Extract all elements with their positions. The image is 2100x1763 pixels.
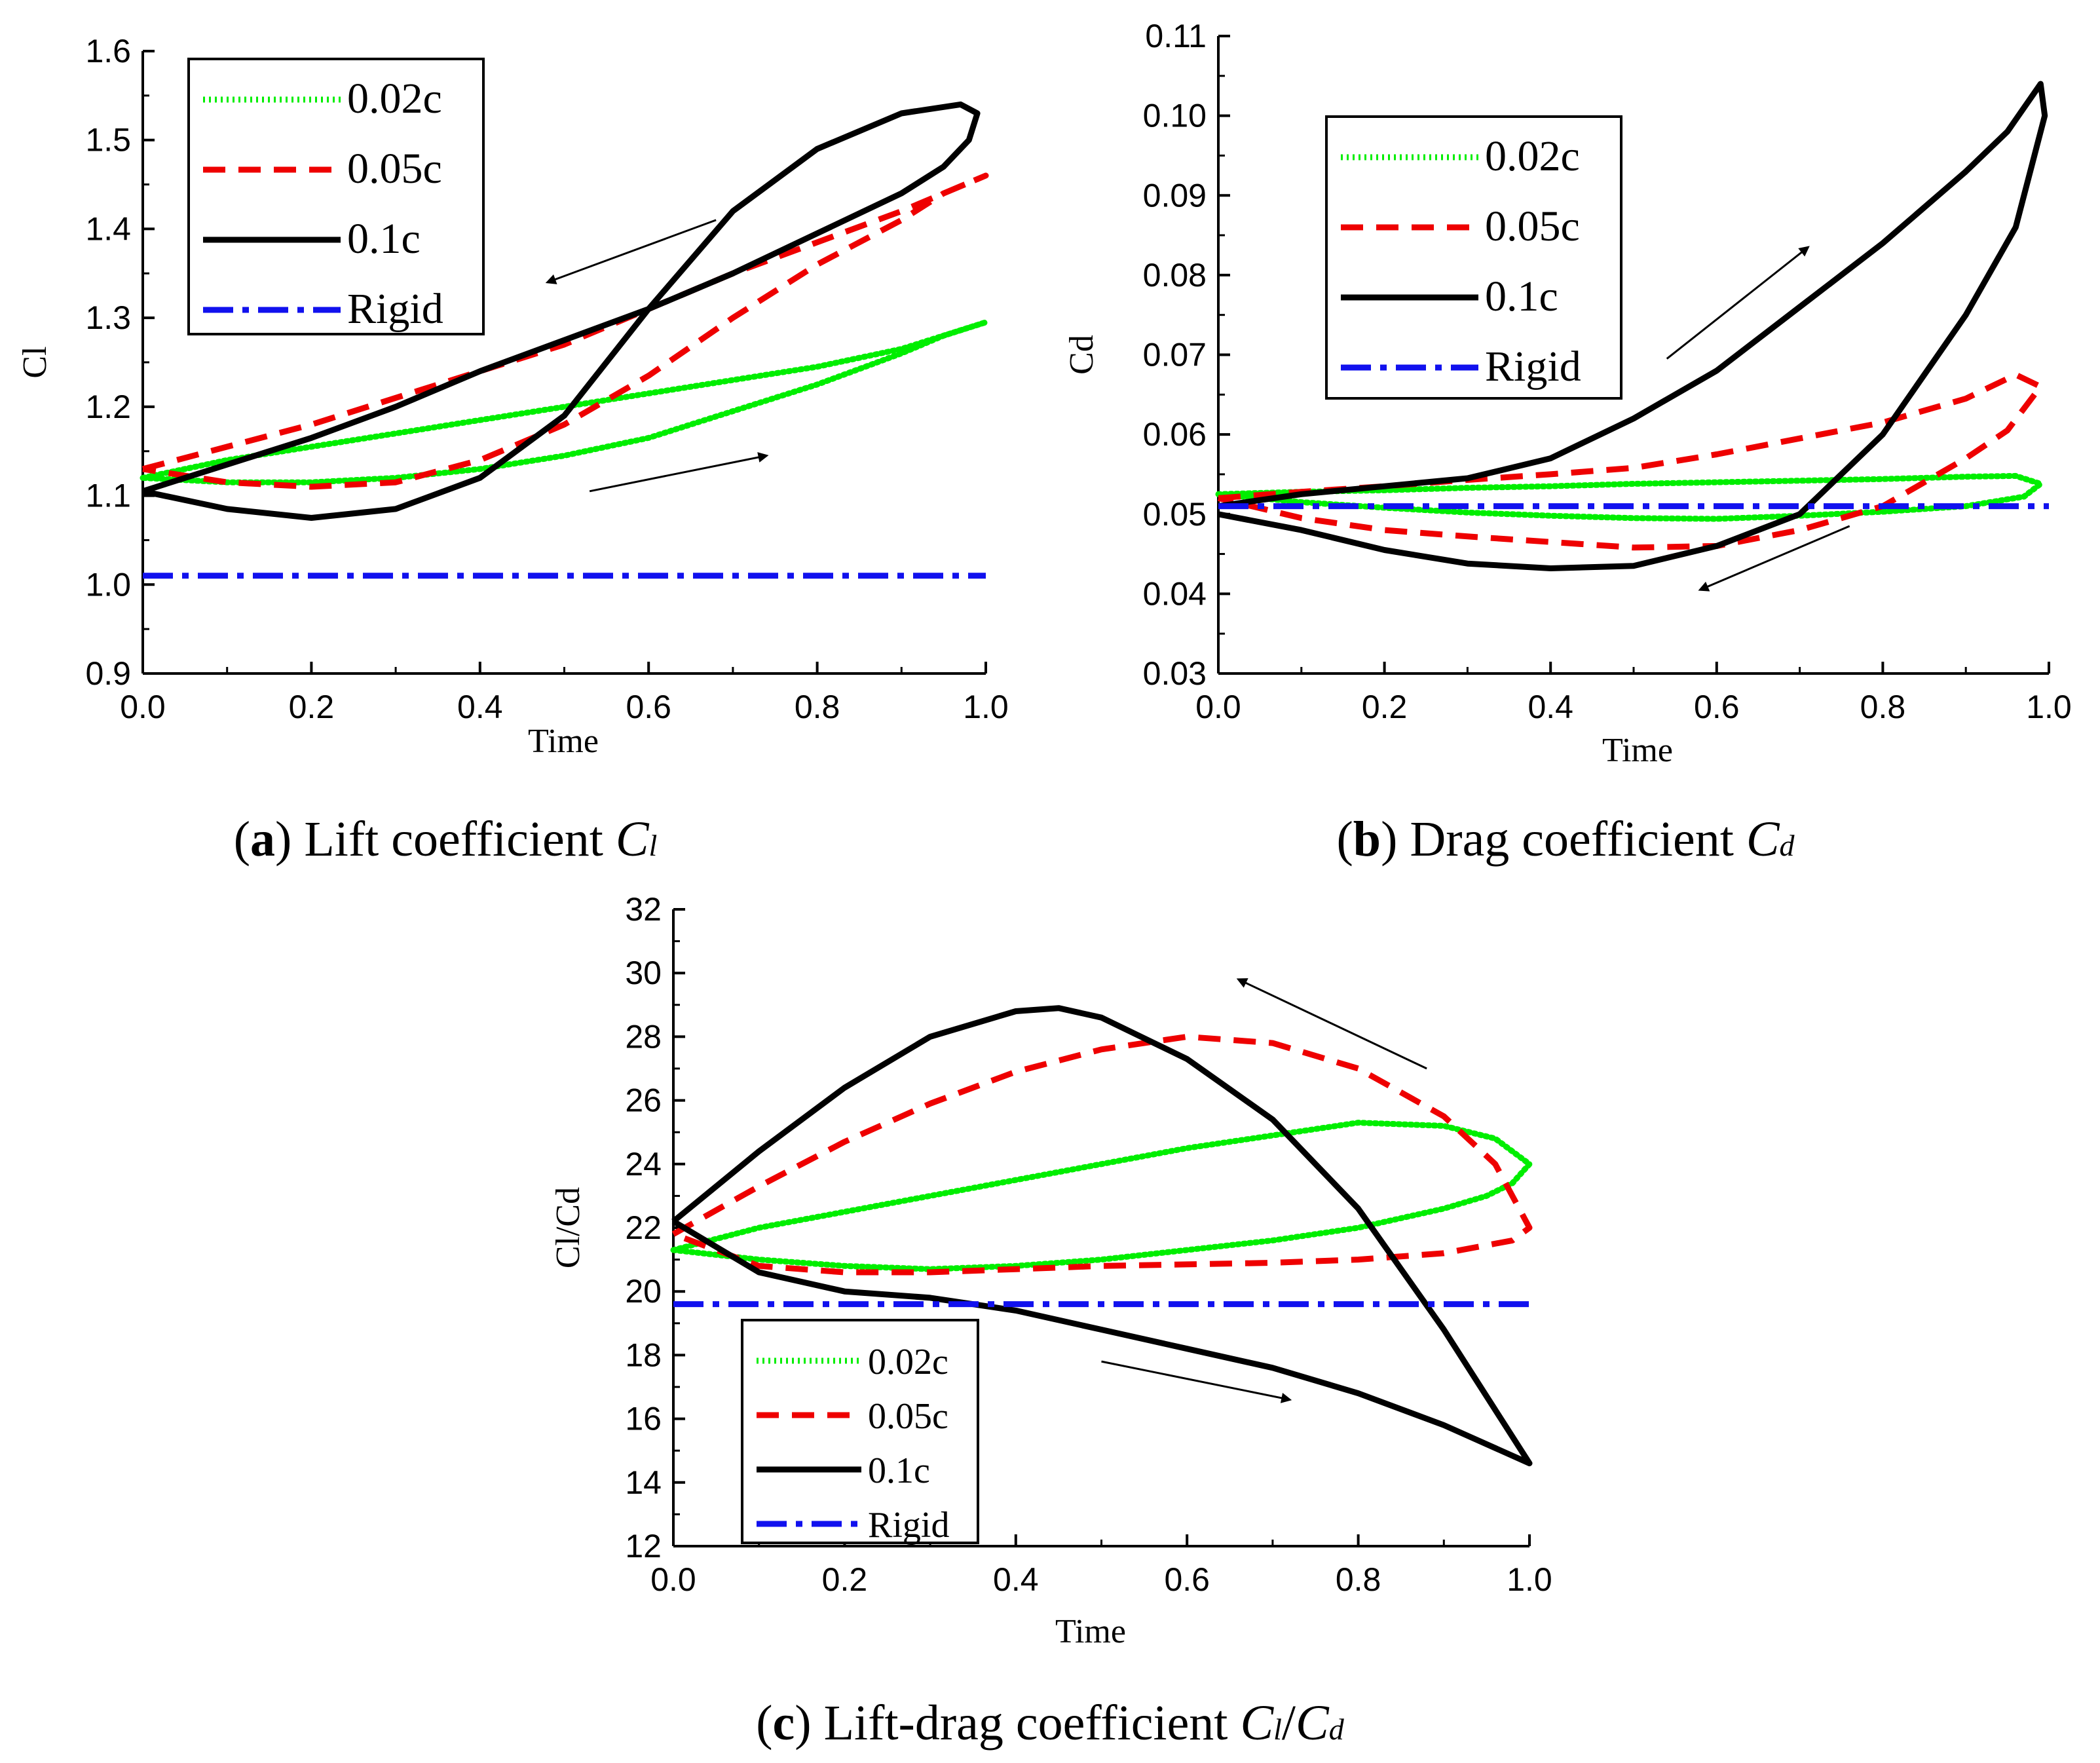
x-axis-label: Time [528,723,599,760]
y-tick-label: 28 [625,1018,662,1055]
legend-label: Rigid [1485,343,1581,390]
y-tick-label: 22 [625,1209,662,1246]
x-axis-label: Time [1055,1613,1126,1650]
legend-label: 0.02c [868,1342,948,1382]
y-tick-label: 16 [625,1401,662,1437]
legend-label: 0.1c [868,1450,930,1491]
x-tick-label: 1.0 [2026,689,2072,725]
series-line-01c [1218,81,2048,571]
y-axis-label: Cl [16,346,54,378]
panel-b-drag-chart: 0.03 0.04 0.05 0.06 0.07 0.08 0.09 0.10 0.11 0.0 0… [1063,18,2072,769]
legend-label: 0.1c [1485,273,1558,320]
legend-label: 0.05c [347,145,442,193]
direction-arrow [1236,978,1427,1070]
y-tick-label: 0.06 [1143,416,1207,453]
direction-arrow [1101,1360,1292,1403]
y-tick-label: 14 [625,1464,662,1501]
y-tick-label: 26 [625,1082,662,1119]
y-tick-label: 0.9 [85,655,131,692]
caption-b: (b) Drag coefficient Cd [1336,812,1795,867]
x-tick-label: 0.8 [1860,689,1906,725]
legend-label: 0.05c [868,1396,948,1437]
y-tick-label: 12 [625,1528,662,1564]
caption-a: (a) Lift coefficient Cl [234,812,658,867]
legend-box [1325,115,1622,400]
x-tick-label: 0.2 [822,1561,868,1598]
panel-a-lift-chart: 0.9 1.0 1.1 1.2 1.3 1.4 1.5 1.6 0.0 0.2 0.4 0.6 0.8 1… [16,33,1009,760]
x-tick-label: 0.4 [457,689,503,725]
legend-box [187,58,485,335]
series-line-005c [671,1033,1533,1276]
y-axis-label: Cl/Cd [550,1187,587,1268]
series-line-002c [670,1120,1533,1272]
direction-arrow [545,219,717,284]
y-tick-label: 20 [625,1273,662,1310]
legend-label: Rigid [347,285,443,333]
y-tick-label: 0.04 [1143,575,1207,612]
y-tick-label: 1.3 [85,299,131,336]
x-axis-label: Time [1602,732,1673,769]
y-tick-label: 1.5 [85,122,131,159]
y-tick-label: 30 [625,955,662,991]
y-tick-label: 1.2 [85,389,131,425]
direction-arrow [589,452,769,493]
y-tick-label: 1.6 [85,33,131,69]
y-tick-label: 18 [625,1336,662,1373]
caption-c: (c) Lift-drag coefficient Cl/Cd [756,1696,1345,1751]
y-tick-label: 24 [625,1146,662,1183]
series-line-01c [141,101,981,521]
x-tick-label: 0.6 [1694,689,1740,725]
y-tick-label: 32 [625,891,662,928]
legend-label: 0.02c [1485,132,1580,180]
series-line-002c [140,319,989,485]
y-tick-label: 0.05 [1143,496,1207,533]
x-tick-label: 0.0 [1195,689,1241,725]
series-line-005c [1217,371,2044,551]
direction-arrow [1698,525,1850,592]
y-tick-label: 0.07 [1143,337,1207,373]
legend-label: Rigid [868,1505,949,1545]
x-tick-label: 0.6 [626,689,671,725]
x-tick-label: 0.0 [120,689,166,725]
x-tick-label: 0.8 [1336,1561,1381,1598]
x-tick-label: 0.0 [650,1561,696,1598]
y-tick-label: 0.09 [1143,177,1207,214]
y-tick-label: 1.1 [85,478,131,514]
x-tick-label: 1.0 [1507,1561,1552,1598]
x-tick-label: 0.4 [1528,689,1573,725]
x-tick-label: 0.6 [1164,1561,1210,1598]
series-line-002c [1215,472,2044,522]
y-tick-label: 1.0 [85,566,131,603]
legend-box [741,1319,979,1544]
panel-c-lift-drag-chart: 12 14 16 18 20 22 24 26 28 30 32 0.0 0.2 0.4 0.6 0.8 1.0… [550,891,1552,1650]
x-tick-label: 0.8 [795,689,840,725]
legend-label: 0.1c [347,215,421,263]
y-tick-label: 0.03 [1143,655,1207,692]
y-axis-label: Cd [1063,335,1100,375]
y-tick-label: 1.4 [85,210,131,247]
y-tick-label: 0.08 [1143,257,1207,294]
y-tick-label: 0.11 [1145,18,1207,54]
legend-label: 0.05c [1485,202,1580,250]
y-tick-label: 0.10 [1143,98,1207,134]
direction-arrow [1666,246,1810,360]
x-tick-label: 0.2 [1362,689,1408,725]
x-tick-label: 1.0 [963,689,1009,725]
x-tick-label: 0.2 [289,689,335,725]
x-tick-label: 0.4 [993,1561,1039,1598]
series-line-005c [141,172,989,490]
legend-label: 0.02c [347,75,442,123]
